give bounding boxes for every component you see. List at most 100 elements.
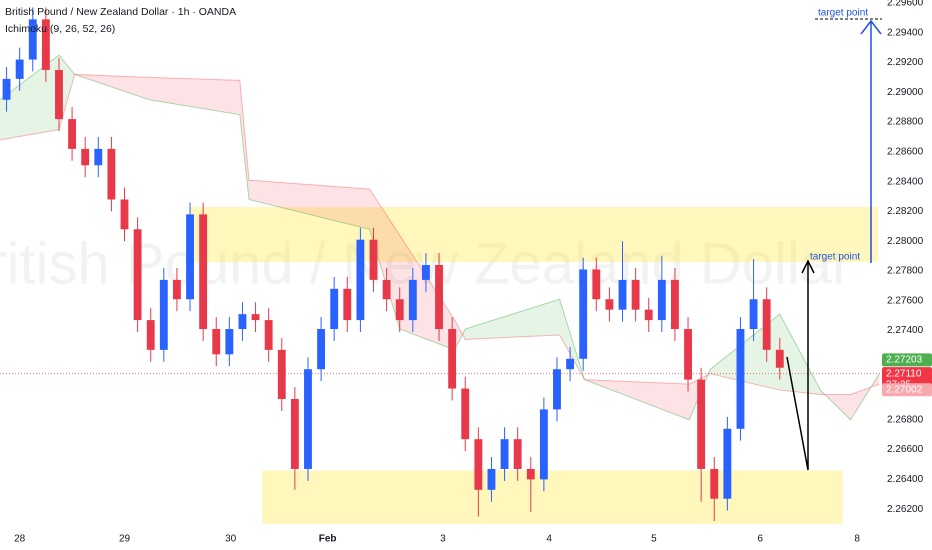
candle-body xyxy=(356,239,365,321)
candle-body xyxy=(592,269,601,300)
candle-body xyxy=(146,320,155,350)
candle-body xyxy=(251,314,260,321)
price-tag-label: 2.27110 xyxy=(886,368,922,379)
cloud xyxy=(850,373,880,420)
price-axis xyxy=(882,0,932,550)
candle-body xyxy=(461,388,470,440)
plot-area xyxy=(0,7,882,525)
cloud xyxy=(149,77,240,115)
candle-body xyxy=(343,288,352,321)
indicator-label: Ichimoku (9, 26, 52, 26) xyxy=(5,23,115,35)
candle-body xyxy=(671,279,679,330)
candle-body xyxy=(238,314,247,330)
cloud-edge xyxy=(0,54,880,421)
candle-body xyxy=(55,69,63,120)
candle-body xyxy=(539,409,548,480)
candle-body xyxy=(28,19,37,60)
candle-body xyxy=(723,428,732,499)
candle-body xyxy=(579,269,588,359)
cloud xyxy=(689,369,711,420)
cloud xyxy=(369,189,400,330)
y-tick-label: 2.28600 xyxy=(887,146,924,157)
arrow-head xyxy=(801,259,815,274)
candle-body xyxy=(264,320,273,350)
x-tick-label: 29 xyxy=(119,534,131,545)
candle-body xyxy=(290,398,299,469)
y-tick-label: 2.26400 xyxy=(887,474,924,485)
candle-body xyxy=(684,329,692,380)
y-tick-label: 2.29600 xyxy=(887,0,924,9)
x-tick-label: 8 xyxy=(854,534,860,545)
candle-body xyxy=(212,329,221,355)
candle-body xyxy=(513,439,522,469)
annotation: target point xyxy=(818,8,868,19)
candle-body xyxy=(369,239,378,280)
x-tick-label: Feb xyxy=(319,534,337,545)
x-tick-label: 28 xyxy=(14,534,26,545)
candle-body xyxy=(605,299,614,310)
price-tag-label: 2.27002 xyxy=(886,384,923,395)
candle-body xyxy=(107,148,116,200)
candle-body xyxy=(133,229,142,321)
candle-body xyxy=(199,214,208,330)
y-tick-label: 2.28200 xyxy=(887,206,924,217)
candle-body xyxy=(382,279,391,300)
cloud xyxy=(454,320,466,350)
candle-body xyxy=(736,329,745,429)
y-tick-label: 2.27800 xyxy=(887,266,924,277)
candle-body xyxy=(631,279,640,310)
cloud-edge xyxy=(0,73,880,396)
candle-body xyxy=(448,329,457,389)
candle-body xyxy=(474,439,483,490)
y-tick-label: 2.27400 xyxy=(887,325,924,336)
chart-title: British Pound / New Zealand Dollar · 1h … xyxy=(5,6,236,18)
candle-body xyxy=(749,299,758,330)
x-tick-label: 3 xyxy=(440,534,446,545)
candle-body xyxy=(304,369,312,469)
x-tick-label: 4 xyxy=(546,534,552,545)
price-tag xyxy=(882,353,932,367)
candle-body xyxy=(330,288,339,330)
y-tick-label: 2.26600 xyxy=(887,444,924,455)
candle-body xyxy=(2,78,11,100)
y-tick-label: 2.26800 xyxy=(887,414,924,425)
candle-body xyxy=(41,19,50,70)
candle-body xyxy=(186,214,194,300)
y-tick-label: 2.29000 xyxy=(887,87,924,98)
candle-body xyxy=(225,329,234,355)
cloud xyxy=(239,80,250,200)
cloud xyxy=(249,180,370,230)
candle-body xyxy=(120,199,129,230)
candle-body xyxy=(421,265,430,280)
candle-body xyxy=(81,148,90,166)
cloud xyxy=(0,55,59,140)
cloud xyxy=(820,390,851,420)
y-tick-label: 2.27600 xyxy=(887,295,924,306)
candle-body xyxy=(500,439,509,469)
cloud xyxy=(465,299,560,340)
cloud xyxy=(74,74,150,100)
candle-body xyxy=(277,349,286,399)
candle-body xyxy=(68,119,77,149)
candle-body xyxy=(487,468,496,490)
candle-body xyxy=(775,349,784,368)
time-axis xyxy=(0,530,882,550)
candle-body xyxy=(762,299,771,350)
annotation: target point xyxy=(810,252,860,263)
candle-body xyxy=(526,468,535,480)
candle-body xyxy=(553,369,561,410)
price-tag-label: 2.27203 xyxy=(886,354,923,365)
zone xyxy=(190,206,879,263)
y-tick-label: 2.29400 xyxy=(887,27,924,38)
x-tick-label: 5 xyxy=(651,534,657,545)
y-tick-label: 2.26200 xyxy=(887,504,924,515)
x-tick-label: 30 xyxy=(225,534,237,545)
arrow-head xyxy=(860,19,882,35)
candle-body xyxy=(172,279,181,300)
candle-body xyxy=(408,279,417,321)
candle-body xyxy=(317,329,326,370)
candle-body xyxy=(657,279,666,321)
axes: 2.262002.264002.266002.268002.270002.274… xyxy=(14,0,932,545)
